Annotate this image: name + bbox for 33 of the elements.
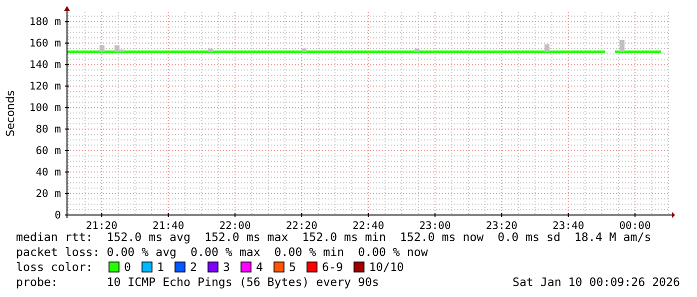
legend-label: 10/10 [369, 260, 404, 274]
x-tick-label: 23:40 [552, 220, 584, 232]
y-tick-label: 0 [54, 210, 61, 222]
y-tick-label: 120 m [29, 80, 61, 93]
y-tick-label: 80 m [36, 124, 61, 136]
legend-label: 0 [124, 260, 131, 274]
legend-label: 1 [157, 260, 164, 274]
text: median rtt: 152.0 ms avg 152.0 ms max 152.0 ms min 152.0 ms now 0.0 ms sd 18.4 M am/s [16, 230, 652, 244]
x-tick-label: 00:00 [619, 220, 651, 232]
y-tick-label: 140 m [29, 59, 61, 72]
x-tick-label: 23:20 [486, 220, 518, 232]
text: Sat Jan 10 00:09:26 2026 [512, 275, 680, 289]
x-tick-label: 21:40 [152, 220, 184, 232]
y-tick-label: 40 m [36, 166, 61, 179]
legend-label: 6-9 [322, 260, 343, 274]
legend-label: 3 [223, 260, 230, 274]
y-tick-label: 20 m [36, 188, 61, 200]
text: probe: 10 ICMP Echo Pings (56 Bytes) every 90s [16, 275, 379, 289]
x-tick-label: 23:00 [419, 220, 451, 232]
y-tick-label: 180 m [29, 16, 61, 28]
x-tick-label: 22:20 [286, 220, 318, 232]
x-tick-label: 21:20 [86, 220, 118, 232]
y-tick-label: 100 m [29, 102, 61, 114]
legend-label: 5 [289, 260, 296, 274]
text: packet loss: 0.00 % avg 0.00 % max 0.00 % min 0.00 % now [16, 245, 428, 259]
y-axis-title: Seconds [4, 90, 17, 137]
legend-label: 4 [256, 260, 263, 274]
legend-title: loss color: [16, 260, 93, 274]
x-tick-label: 22:00 [219, 220, 251, 232]
y-tick-label: 160 m [29, 38, 61, 50]
x-tick-label: 22:40 [352, 220, 384, 232]
y-tick-label: 60 m [36, 145, 61, 158]
legend-label: 2 [190, 260, 197, 274]
